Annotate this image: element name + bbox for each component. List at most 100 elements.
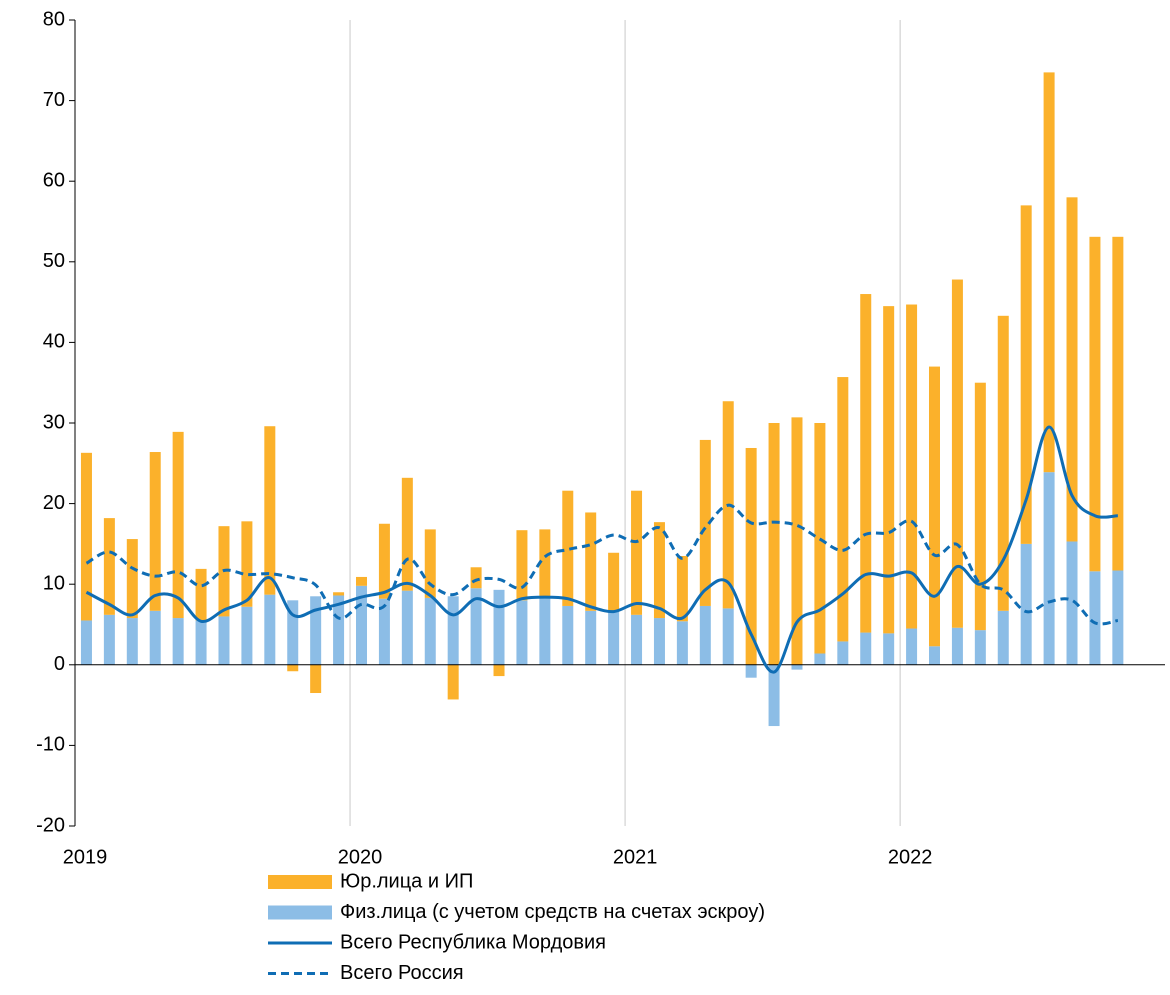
bar [103,614,115,665]
bar [929,646,940,665]
bar [126,539,138,619]
bar [1043,72,1055,473]
x-tick-label: 2021 [613,846,658,868]
bar [264,594,276,665]
bar [1112,570,1124,665]
bar [585,512,597,611]
bar [149,610,161,665]
bar [860,632,872,665]
bar [768,664,780,727]
bar [906,304,918,629]
bar [287,600,299,665]
bar [562,605,574,665]
y-tick-label: 40 [43,331,65,353]
bar [1066,197,1078,542]
bar [356,585,367,665]
y-tick-label: 50 [43,250,65,272]
line [85,425,1118,674]
bar [653,618,665,665]
bar [378,598,390,665]
bar [80,620,92,665]
y-tick-label: 60 [43,169,65,191]
bar [126,618,138,665]
bar [860,294,872,633]
bar [631,614,643,665]
bar [1066,541,1078,665]
bar [814,653,826,665]
bar [745,447,757,665]
bar [951,627,963,665]
bar [424,597,436,665]
bar [608,552,620,612]
x-tick-label: 2022 [888,846,933,868]
bar [172,618,184,665]
bar [676,555,688,622]
bar [241,521,253,607]
bar [539,529,551,598]
y-tick-label: -20 [36,814,65,836]
legend-label: Юр.лица и ИП [340,870,473,892]
bar [241,606,253,665]
y-tick-label: 70 [43,89,65,111]
bar [1020,543,1032,665]
bar [539,597,551,665]
bar [516,600,528,665]
y-tick-label: -10 [36,734,65,756]
bar [1089,571,1101,665]
bar [699,605,711,665]
bar [470,588,482,665]
bar [401,477,413,591]
y-tick-label: 20 [43,492,65,514]
bar [791,417,803,665]
bar [1089,236,1101,572]
line [85,503,1119,626]
y-tick-label: 0 [54,653,65,675]
bar [768,423,780,665]
bar [264,426,276,595]
bar [929,366,940,647]
y-tick-label: 30 [43,411,65,433]
legend-swatch [268,905,332,920]
legend-label: Всего Республика Мордовия [340,931,606,953]
bar [401,590,413,665]
bar [814,423,826,654]
bar [447,596,459,665]
bar [722,608,734,665]
bar [653,522,665,619]
y-tick-label: 80 [43,8,65,30]
bar [676,621,688,665]
bar [585,610,597,665]
x-tick-label: 2020 [338,846,383,868]
bar [1112,236,1124,571]
bar [997,610,1009,665]
bar [493,664,505,677]
bar [333,595,345,665]
legend-swatch [268,875,332,889]
bar [974,382,986,631]
y-tick-label: 10 [43,572,65,594]
bar [424,529,436,598]
bar [356,576,367,586]
bar [310,596,322,665]
bar [447,664,459,700]
bar [791,664,803,670]
bar [699,439,711,606]
bar [997,315,1009,611]
bar [287,664,299,672]
bar [608,611,620,665]
bar [103,518,115,615]
x-tick-label: 2019 [63,846,108,868]
bar [631,490,643,615]
legend-label: Физ.лица (с учетом средств на счетах эск… [340,901,765,923]
bar [333,592,345,596]
bar [493,589,505,665]
bar [745,664,757,678]
bar [906,628,918,665]
bar [837,641,849,665]
bar [974,630,986,665]
bar [837,377,849,642]
legend-label: Всего Россия [340,962,464,984]
bar [470,567,482,589]
bar [310,664,322,694]
